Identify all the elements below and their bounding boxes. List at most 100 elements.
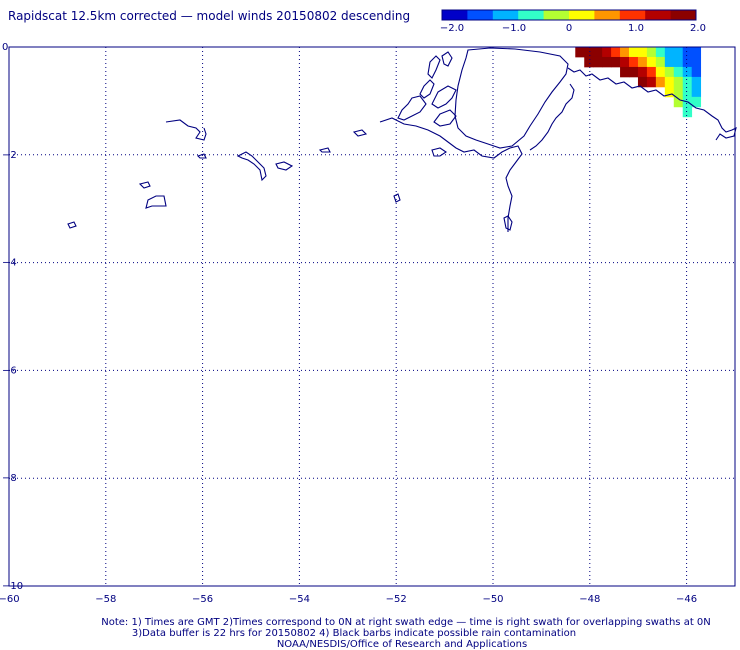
wind-diff-cell — [664, 66, 675, 78]
wind-diff-cell — [664, 47, 675, 58]
wind-diff-cell — [584, 56, 594, 68]
wind-diff-cell — [655, 56, 666, 68]
y-tick-label: −8 — [2, 473, 17, 484]
colorbar-frame — [441, 9, 697, 21]
wind-diff-cell — [664, 86, 675, 98]
wind-diff-cell — [620, 66, 630, 78]
wind-diff-cell — [673, 66, 684, 78]
coastline-islet-9 — [393, 193, 401, 203]
wind-diff-cell — [682, 86, 693, 98]
wind-diff-cell — [629, 66, 639, 78]
wind-diff-cell — [691, 76, 702, 88]
x-axis-labels: −60 −58 −56 −54 −52 −50 −48 −46 — [0, 594, 697, 605]
coastline-para — [379, 117, 523, 232]
wind-diff-cell — [664, 56, 675, 68]
coastline-islet-2 — [196, 153, 207, 159]
colorbar-tick-label: −2.0 — [440, 23, 464, 34]
colorbar-cell — [594, 10, 621, 20]
coastline-islet-1 — [165, 119, 207, 141]
wind-diff-cell — [673, 86, 684, 98]
y-tick-label: −10 — [2, 581, 23, 592]
wind-diff-cell — [682, 76, 693, 88]
colorbar-tick-label: 1.0 — [628, 23, 644, 34]
x-tick-label: −50 — [482, 594, 503, 605]
coastline-east — [567, 67, 737, 141]
coastline-islet-10 — [503, 215, 513, 231]
wind-diff-cell — [682, 106, 693, 118]
coastline-islands-north — [419, 51, 453, 99]
colorbar-cell — [467, 10, 494, 20]
wind-diff-cell — [655, 76, 666, 88]
wind-diff-cell — [673, 96, 684, 108]
coastline-islet-8 — [67, 221, 77, 229]
x-tick-label: −46 — [676, 594, 697, 605]
wind-diff-cell — [655, 66, 666, 78]
coastline-east-shelf — [529, 83, 575, 151]
wind-diff-cell — [646, 66, 657, 78]
coastline-bay — [431, 147, 447, 157]
colorbar-cell — [492, 10, 519, 20]
colorbar-cell — [619, 10, 646, 20]
coastline-islet-6 — [138, 181, 151, 189]
wind-diff-cell — [646, 76, 657, 88]
wind-diff-cell — [593, 56, 603, 68]
wind-diff-cell — [682, 66, 693, 78]
map-title: Rapidscat 12.5km corrected — model winds… — [8, 9, 410, 23]
x-tick-label: −48 — [579, 594, 600, 605]
y-tick-label: −4 — [2, 258, 17, 269]
wind-diff-cell — [673, 56, 684, 68]
colorbar-cell — [442, 10, 468, 20]
footnote-line-1: Note: 1) Times are GMT 2)Times correspon… — [101, 617, 711, 628]
wind-diff-cell — [691, 66, 702, 78]
wind-diff-cell — [655, 47, 666, 58]
coastline-islet-11 — [352, 129, 368, 137]
coastline-islet-5 — [318, 147, 331, 153]
colorbar-cells — [442, 10, 697, 20]
wind-diff-cell — [637, 47, 648, 58]
wind-diff-cell — [620, 47, 630, 58]
coastline-islet-4 — [275, 161, 294, 171]
wind-diff-cell — [637, 66, 648, 78]
y-tick-label: −2 — [2, 150, 17, 161]
x-tick-label: −56 — [192, 594, 213, 605]
colorbar: −2.0 −1.0 0 1.0 2.0 — [440, 9, 706, 34]
wind-diff-cell — [637, 56, 648, 68]
wind-diff-cell — [629, 56, 639, 68]
x-tick-label: −54 — [289, 594, 310, 605]
wind-diff-cell — [646, 47, 657, 58]
x-tick-label: −60 — [0, 594, 20, 605]
wind-diff-cell — [584, 47, 594, 58]
y-axis-labels: 0 −2 −4 −6 −8 −10 — [2, 42, 23, 592]
coastline-islet-3 — [236, 151, 267, 182]
y-tick-label: 0 — [2, 42, 8, 53]
colorbar-tick-label: −1.0 — [502, 23, 526, 34]
wind-diff-cell — [646, 56, 657, 68]
wind-diff-cell — [673, 76, 684, 88]
wind-diff-cell — [664, 76, 675, 88]
x-tick-label: −58 — [95, 594, 116, 605]
wind-diff-cell — [637, 76, 648, 88]
wind-diff-cell — [691, 56, 702, 68]
wind-diff-cell — [673, 47, 684, 58]
footnote-line-2: 3)Data buffer is 22 hrs for 20150802 4) … — [132, 628, 576, 639]
wind-diff-cell — [611, 56, 621, 68]
wind-diff-cells — [575, 47, 702, 118]
colorbar-cell — [569, 10, 595, 20]
wind-diff-cell — [575, 47, 585, 58]
colorbar-cell — [670, 10, 697, 20]
footnote-credit: NOAA/NESDIS/Office of Research and Appli… — [277, 639, 527, 650]
wind-diff-cell — [602, 56, 612, 68]
wind-diff-cell — [602, 47, 612, 58]
wind-diff-cell — [620, 56, 630, 68]
coastline-marajo — [454, 47, 569, 149]
lat-lon-grid — [9, 47, 735, 586]
coastline-islet-7 — [145, 195, 167, 209]
coastline-channels — [397, 85, 457, 127]
wind-diff-cell — [611, 47, 621, 58]
y-tick-label: −6 — [2, 365, 17, 376]
colorbar-cell — [543, 10, 570, 20]
x-tick-label: −52 — [386, 594, 407, 605]
wind-diff-cell — [682, 56, 693, 68]
wind-diff-cell — [691, 86, 702, 98]
